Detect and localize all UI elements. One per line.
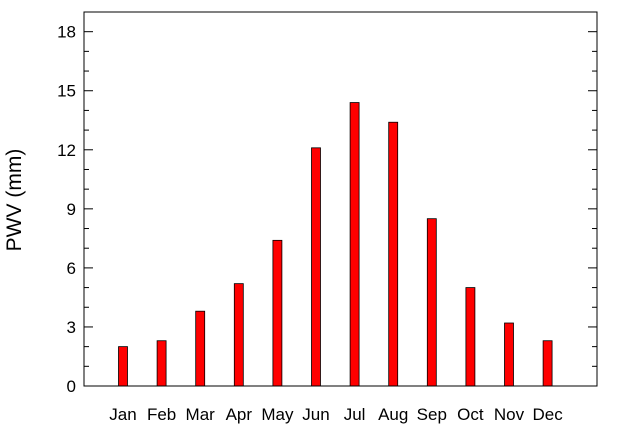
bar-may xyxy=(272,239,283,387)
y-tick-label: 12 xyxy=(57,141,76,160)
bar-feb xyxy=(156,340,167,387)
x-tick-label: Jan xyxy=(109,405,136,424)
bar-apr xyxy=(233,283,244,387)
plot-frame xyxy=(83,11,598,387)
x-tick-label: Dec xyxy=(532,405,563,424)
x-tick-label: Aug xyxy=(378,405,408,424)
x-tick-label: Oct xyxy=(457,405,484,424)
bar-mar xyxy=(195,310,206,387)
y-tick-label: 9 xyxy=(67,200,76,219)
x-tick-label: Mar xyxy=(186,405,216,424)
x-tick-label: Sep xyxy=(417,405,447,424)
bars-group xyxy=(118,102,553,387)
y-tick-label: 0 xyxy=(67,377,76,396)
bar-jul xyxy=(349,102,360,387)
x-tick-label: May xyxy=(261,405,294,424)
bar-nov xyxy=(504,322,514,387)
bar-oct xyxy=(465,287,476,387)
bar-aug xyxy=(388,121,399,387)
x-tick-label: Apr xyxy=(226,405,253,424)
bar-sep xyxy=(426,218,437,387)
x-tick-label: Jun xyxy=(302,405,329,424)
x-tick-label: Jul xyxy=(344,405,366,424)
y-tick-label: 18 xyxy=(57,23,76,42)
y-tick-label: 15 xyxy=(57,82,76,101)
ticks-group: 0 3 6 9 12 15 18 Jan Feb Mar Apr May Jun Jul Aug Sep Oct… xyxy=(57,11,597,424)
bar-dec xyxy=(542,340,553,387)
y-axis-label: PWV (mm) xyxy=(3,149,26,252)
y-tick-label: 3 xyxy=(67,318,76,337)
x-tick-label: Nov xyxy=(494,405,525,424)
x-tick-label: Feb xyxy=(147,405,176,424)
bar-jun xyxy=(311,147,321,387)
y-tick-label: 6 xyxy=(67,259,76,278)
bar-jan xyxy=(118,346,128,387)
